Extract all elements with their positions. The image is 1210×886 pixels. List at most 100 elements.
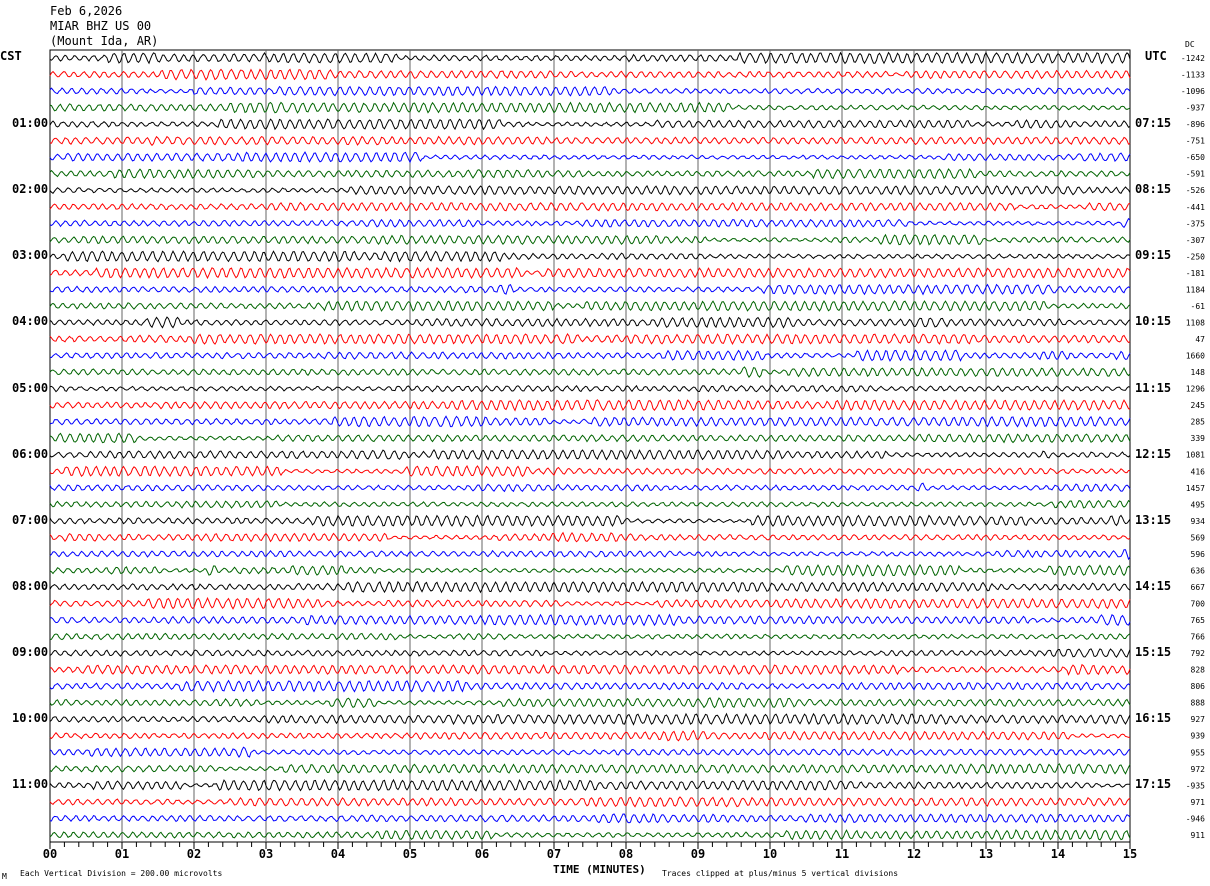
trace-4	[49, 118, 1131, 131]
trace-2	[49, 85, 1131, 97]
trace-21	[49, 399, 1131, 412]
trace-7	[49, 168, 1131, 180]
dc-offset-label: -375	[1186, 219, 1205, 228]
trace-36	[49, 648, 1131, 658]
x-tick-label: 07	[547, 847, 561, 861]
utc-hour-label: 17:15	[1135, 777, 1172, 792]
trace-10	[49, 217, 1131, 229]
trace-23	[49, 432, 1131, 444]
trace-41	[49, 729, 1131, 742]
dc-offset-label: 765	[1191, 616, 1206, 625]
plot-frame	[49, 49, 1131, 843]
trace-47	[49, 829, 1131, 841]
dc-offset-label: 495	[1191, 500, 1206, 509]
dc-offset-label: -526	[1186, 186, 1205, 195]
trace-11	[49, 233, 1131, 246]
dc-offset-label: 911	[1191, 831, 1206, 840]
dc-offset-label: 828	[1191, 666, 1206, 675]
trace-27	[49, 499, 1131, 509]
dc-offset-label: 806	[1191, 682, 1206, 691]
dc-offset-label: 339	[1191, 434, 1206, 443]
trace-13	[49, 266, 1131, 280]
dc-offset-label: -751	[1186, 137, 1205, 146]
trace-45	[49, 796, 1131, 808]
dc-offset-label: 1108	[1186, 318, 1205, 327]
location-label: (Mount Ida, AR)	[50, 34, 159, 48]
trace-33	[49, 596, 1131, 610]
cst-axis-label: CST	[0, 49, 22, 63]
date-label: Feb 6,2026	[50, 4, 123, 18]
trace-44	[49, 778, 1131, 792]
trace-9	[49, 201, 1131, 212]
cst-hour-label: 03:00	[12, 248, 49, 263]
trace-34	[49, 613, 1131, 627]
trace-17	[49, 332, 1131, 345]
trace-38	[49, 679, 1131, 693]
x-tick-label: 00	[43, 847, 57, 861]
dc-offset-label: 939	[1191, 732, 1206, 741]
x-tick-label: 12	[907, 847, 921, 861]
dc-offset-label: -937	[1186, 104, 1205, 113]
dc-offset-label: 245	[1191, 401, 1206, 410]
x-tick-label: 06	[475, 847, 489, 861]
dc-offset-label: -61	[1191, 302, 1206, 311]
dc-offset-label: -1242	[1181, 54, 1205, 63]
trace-26	[49, 482, 1131, 493]
dc-offset-label: 285	[1191, 418, 1206, 427]
dc-offset-label: 955	[1191, 748, 1206, 757]
trace-3	[49, 101, 1131, 114]
dc-offset-label: 972	[1191, 765, 1206, 774]
x-tick-label: 04	[331, 847, 345, 861]
dc-offset-label: -250	[1186, 252, 1205, 261]
trace-37	[49, 663, 1131, 676]
dc-offset-label: 1660	[1186, 352, 1205, 361]
dc-offset-label: 766	[1191, 633, 1206, 642]
trace-43	[49, 763, 1131, 775]
dc-offset-label: 47	[1195, 335, 1205, 344]
dc-offset-label: 700	[1191, 599, 1206, 608]
trace-8	[49, 184, 1131, 196]
cst-hour-label: 07:00	[12, 512, 49, 527]
trace-39	[49, 697, 1131, 709]
trace-12	[49, 250, 1131, 263]
dc-offset-label: 1184	[1186, 285, 1205, 294]
dc-offset-label: 1296	[1186, 385, 1205, 394]
utc-hour-label: 13:15	[1135, 512, 1172, 527]
cst-hour-label: 10:00	[12, 711, 49, 726]
cst-hour-label: 06:00	[12, 446, 49, 461]
trace-16	[49, 316, 1131, 329]
x-tick-label: 08	[619, 847, 633, 861]
dc-offset-label: 934	[1191, 517, 1206, 526]
x-tick-label: 01	[115, 847, 129, 861]
dc-offset-label: 636	[1191, 566, 1206, 575]
dc-offset-label: 1081	[1186, 451, 1205, 460]
x-tick-label: 05	[403, 847, 417, 861]
trace-5	[49, 135, 1131, 147]
dc-offset-label: -307	[1186, 236, 1205, 245]
dc-offset-label: 971	[1191, 798, 1206, 807]
dc-offset-label: 888	[1191, 699, 1206, 708]
x-tick-label: 02	[187, 847, 201, 861]
utc-hour-label: 10:15	[1135, 314, 1172, 329]
dc-offset-label: 416	[1191, 467, 1206, 476]
trace-40	[49, 712, 1131, 726]
scale-note: Each Vertical Division = 200.00 microvol…	[20, 869, 223, 878]
x-tick-label: 10	[763, 847, 777, 861]
x-axis-title: TIME (MINUTES)	[553, 863, 646, 876]
x-tick-label: 14	[1051, 847, 1065, 861]
dc-offset-label: 667	[1191, 583, 1206, 592]
corner-mark: M	[2, 872, 7, 881]
utc-hour-label: 11:15	[1135, 380, 1172, 395]
dc-offset-label: 596	[1191, 550, 1206, 559]
utc-hour-label: 12:15	[1135, 446, 1172, 461]
dc-offset-label: -441	[1186, 203, 1205, 212]
x-tick-label: 09	[691, 847, 705, 861]
trace-1	[49, 68, 1131, 81]
dc-offset-label: -946	[1186, 814, 1205, 823]
utc-hour-label: 08:15	[1135, 182, 1172, 197]
dc-offset-label: -896	[1186, 120, 1205, 129]
dc-label: DC	[1185, 40, 1195, 49]
x-tick-label: 03	[259, 847, 273, 861]
